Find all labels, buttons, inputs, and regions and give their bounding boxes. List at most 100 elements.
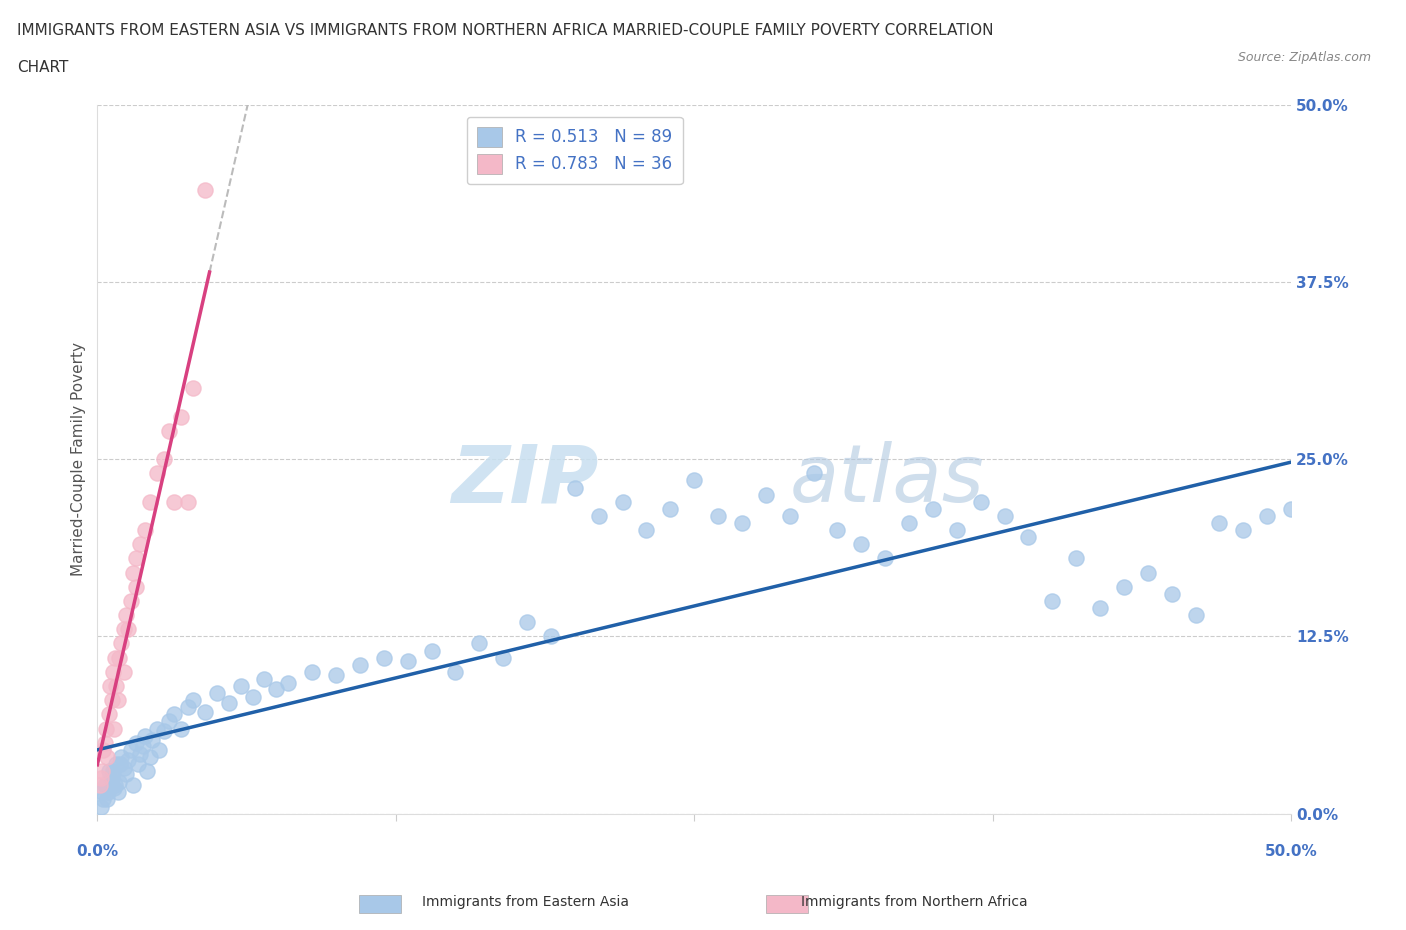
Point	[898, 515, 921, 530]
Point	[396, 653, 419, 668]
Point	[98, 764, 121, 778]
Point	[181, 693, 204, 708]
Point	[129, 747, 152, 762]
Text: 0.0%: 0.0%	[76, 844, 118, 859]
Point	[124, 579, 146, 594]
Point	[922, 501, 945, 516]
Point	[100, 771, 122, 786]
Point	[373, 650, 395, 665]
Point	[277, 676, 299, 691]
Point	[90, 771, 112, 786]
Point	[101, 664, 124, 679]
Point	[91, 792, 114, 807]
Point	[93, 777, 115, 792]
Point	[540, 629, 562, 644]
Point	[564, 480, 586, 495]
Point	[112, 664, 135, 679]
Point	[1279, 501, 1302, 516]
Point	[170, 409, 193, 424]
Point	[301, 664, 323, 679]
Text: Immigrants from Northern Africa: Immigrants from Northern Africa	[801, 895, 1028, 910]
Point	[129, 537, 152, 551]
Point	[177, 494, 200, 509]
Point	[134, 728, 156, 743]
Point	[122, 777, 145, 792]
Point	[117, 752, 139, 767]
Point	[157, 714, 180, 729]
Point	[242, 690, 264, 705]
Legend: R = 0.513   N = 89, R = 0.783   N = 36: R = 0.513 N = 89, R = 0.783 N = 36	[467, 116, 682, 184]
Point	[98, 707, 121, 722]
Point	[153, 724, 176, 738]
Point	[103, 780, 125, 795]
Point	[110, 750, 132, 764]
Text: IMMIGRANTS FROM EASTERN ASIA VS IMMIGRANTS FROM NORTHERN AFRICA MARRIED-COUPLE F: IMMIGRANTS FROM EASTERN ASIA VS IMMIGRAN…	[17, 23, 994, 38]
Point	[851, 537, 873, 551]
Point	[170, 721, 193, 736]
Point	[827, 523, 849, 538]
Point	[110, 636, 132, 651]
Point	[1160, 587, 1182, 602]
Point	[132, 738, 155, 753]
Point	[683, 473, 706, 488]
Point	[108, 650, 131, 665]
Point	[588, 509, 610, 524]
Point	[141, 733, 163, 748]
Point	[94, 777, 117, 792]
Point	[91, 785, 114, 800]
Text: ZIP: ZIP	[451, 442, 599, 520]
Point	[117, 622, 139, 637]
Point	[444, 664, 467, 679]
Point	[97, 785, 120, 800]
Point	[707, 509, 730, 524]
Point	[124, 736, 146, 751]
Point	[1184, 607, 1206, 622]
Text: CHART: CHART	[17, 60, 69, 75]
Point	[108, 757, 131, 772]
Point	[122, 565, 145, 580]
Point	[134, 523, 156, 538]
Point	[253, 671, 276, 686]
Point	[94, 721, 117, 736]
Point	[420, 644, 443, 658]
Point	[136, 764, 159, 778]
Point	[101, 764, 124, 778]
Point	[218, 696, 240, 711]
Point	[731, 515, 754, 530]
Point	[96, 750, 118, 764]
Point	[349, 658, 371, 672]
Point	[468, 636, 491, 651]
Point	[91, 742, 114, 757]
Text: Immigrants from Eastern Asia: Immigrants from Eastern Asia	[422, 895, 628, 910]
Point	[163, 707, 186, 722]
Text: atlas: atlas	[790, 442, 984, 520]
Text: Source: ZipAtlas.com: Source: ZipAtlas.com	[1237, 51, 1371, 64]
Point	[107, 693, 129, 708]
Point	[93, 736, 115, 751]
Point	[112, 622, 135, 637]
Point	[103, 721, 125, 736]
Point	[105, 757, 128, 772]
Point	[177, 700, 200, 715]
Point	[148, 742, 170, 757]
Y-axis label: Married-Couple Family Poverty: Married-Couple Family Poverty	[72, 342, 86, 577]
Point	[1088, 601, 1111, 616]
Point	[1136, 565, 1159, 580]
Point	[157, 423, 180, 438]
Point	[100, 771, 122, 786]
Point	[90, 799, 112, 814]
Point	[139, 750, 162, 764]
Point	[1208, 515, 1230, 530]
Point	[1232, 523, 1254, 538]
Point	[1040, 593, 1063, 608]
Point	[139, 494, 162, 509]
Point	[194, 704, 217, 719]
Point	[127, 757, 149, 772]
Point	[266, 682, 288, 697]
Point	[104, 650, 127, 665]
Point	[91, 764, 114, 778]
Point	[612, 494, 634, 509]
Point	[205, 685, 228, 700]
Point	[153, 452, 176, 467]
Point	[146, 721, 169, 736]
